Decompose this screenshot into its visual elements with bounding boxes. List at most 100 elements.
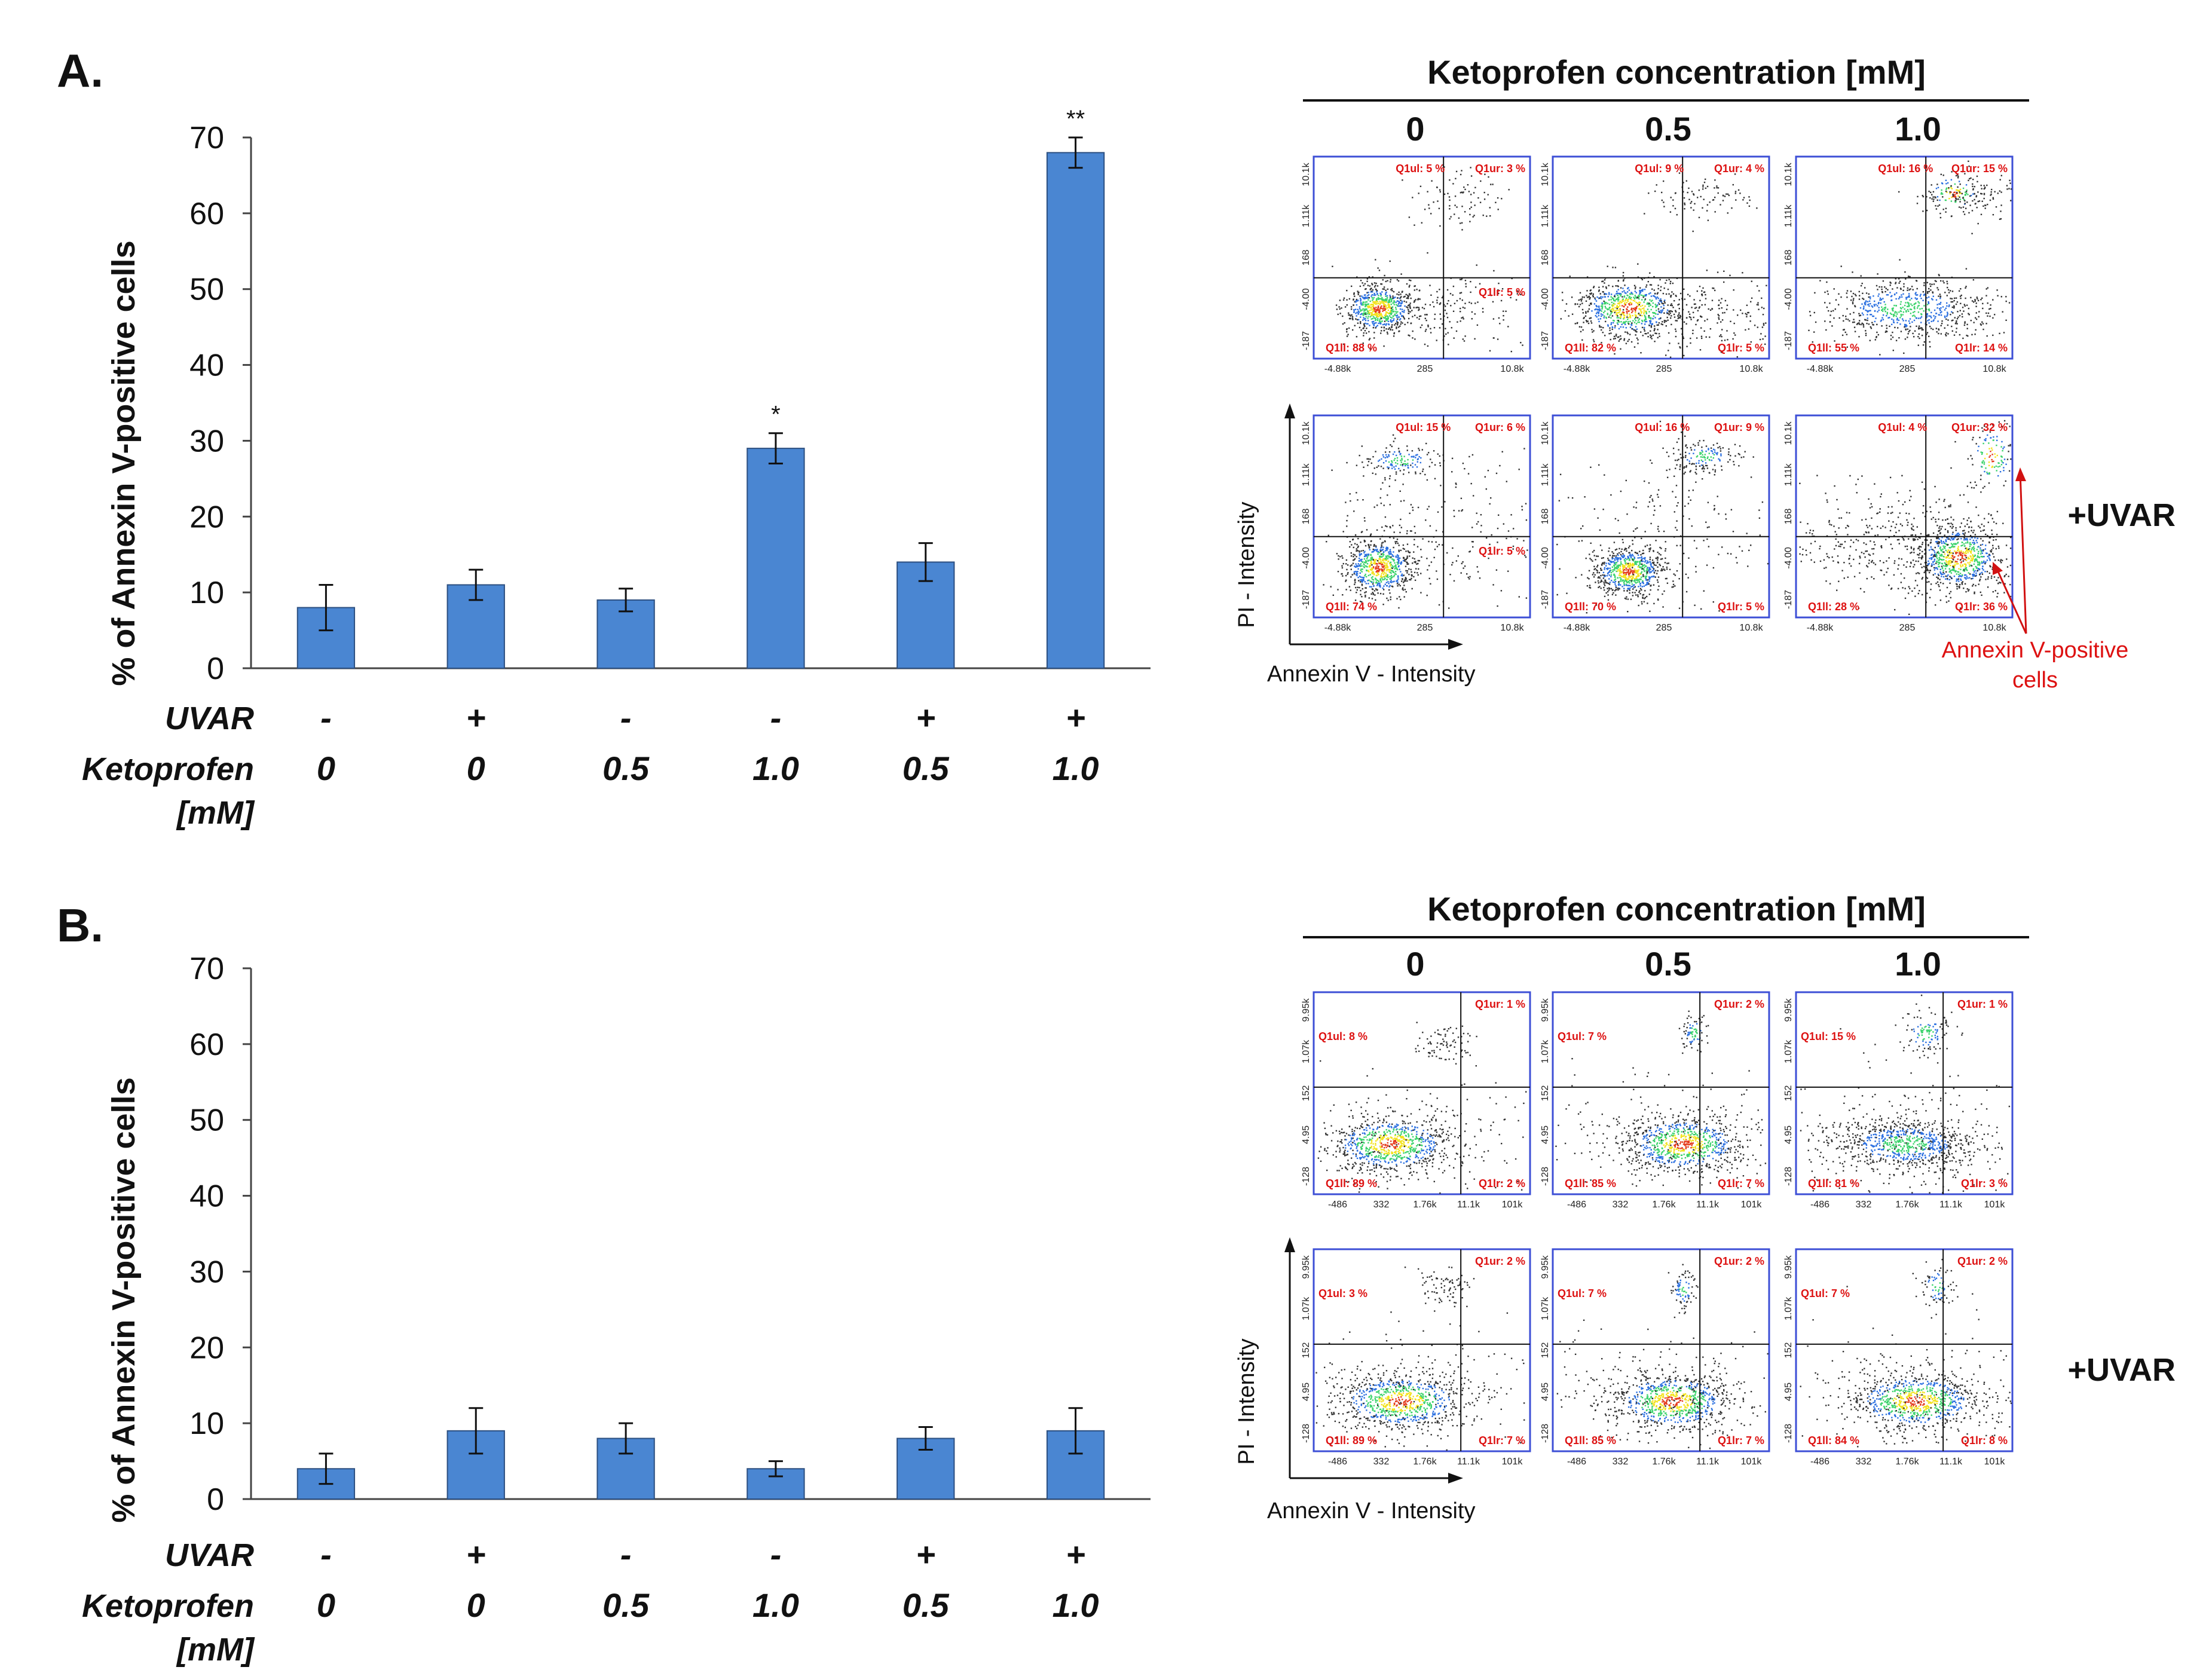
flow-event-dot xyxy=(1953,192,1955,194)
flow-event-dot xyxy=(1390,304,1392,305)
flow-event-dot xyxy=(1604,293,1605,295)
flow-event-dot xyxy=(1614,574,1616,576)
flow-event-dot xyxy=(1469,576,1471,578)
flow-event-dot xyxy=(1648,567,1651,568)
flow-event-dot xyxy=(1483,198,1486,200)
flow-event-dot xyxy=(1624,321,1626,323)
flow-event-dot xyxy=(1631,583,1633,585)
flow-event-dot xyxy=(1400,500,1402,502)
flow-event-dot xyxy=(1399,585,1401,587)
flow-event-dot xyxy=(1383,305,1385,307)
flow-event-dot xyxy=(1764,335,1766,337)
flow-event-dot xyxy=(1371,294,1373,296)
flow-event-dot xyxy=(1402,589,1405,591)
flow-event-dot xyxy=(1633,558,1635,560)
flow-event-dot xyxy=(1425,314,1428,316)
flow-event-dot xyxy=(1359,579,1362,581)
flow-event-dot xyxy=(1898,319,1900,321)
flow-event-dot xyxy=(1422,468,1424,470)
flow-event-dot xyxy=(1703,466,1705,468)
flow-event-dot xyxy=(1662,566,1664,568)
flow-event-dot xyxy=(1947,289,1950,291)
keto-condition-label: 0 xyxy=(467,1586,485,1624)
flow-event-dot xyxy=(1408,171,1409,173)
flow-event-dot xyxy=(1886,294,1888,296)
flow-event-dot xyxy=(1416,461,1418,463)
flow-event-dot xyxy=(1645,584,1647,586)
flow-event-dot xyxy=(1482,308,1484,310)
flow-event-dot xyxy=(1650,300,1652,302)
flow-event-dot xyxy=(2000,191,2002,193)
flow-event-dot xyxy=(1636,578,1638,580)
flow-event-dot xyxy=(1589,297,1591,299)
flow-event-dot xyxy=(1598,290,1600,292)
flow-event-dot xyxy=(1402,290,1403,292)
flow-event-dot xyxy=(2009,179,2011,182)
flow-event-dot xyxy=(1360,531,1363,533)
flow-event-dot xyxy=(1677,317,1679,319)
flow-event-dot xyxy=(1409,335,1411,337)
flow-event-dot xyxy=(1929,197,1931,199)
flow-event-dot xyxy=(1626,291,1629,293)
flow-event-dot xyxy=(1854,293,1856,295)
flow-event-dot xyxy=(1723,281,1725,283)
flow-event-dot xyxy=(1955,303,1957,305)
flow-event-dot xyxy=(1919,295,1921,297)
flow-event-dot xyxy=(1672,199,1674,201)
flow-event-dot xyxy=(1489,207,1491,209)
flow-event-dot xyxy=(1384,540,1386,543)
flow-event-dot xyxy=(1896,313,1898,315)
flow-event-dot xyxy=(1885,330,1887,332)
flow-event-dot xyxy=(1348,298,1351,300)
flow-event-dot xyxy=(1908,289,1910,291)
flow-event-dot xyxy=(1388,323,1390,325)
flow-event-dot xyxy=(1614,582,1616,583)
flow-event-dot xyxy=(1645,579,1647,581)
flow-event-dot xyxy=(1400,273,1402,275)
flow-event-dot xyxy=(1940,314,1942,316)
flow-event-dot xyxy=(1378,465,1379,467)
flow-event-dot xyxy=(1362,313,1364,315)
flow-event-dot xyxy=(1391,574,1393,577)
flow-event-dot xyxy=(1493,270,1495,272)
flow-event-dot xyxy=(1636,579,1638,581)
flow-event-dot xyxy=(1846,308,1848,310)
flow-event-dot xyxy=(1669,313,1671,314)
flow-event-dot xyxy=(1881,317,1883,319)
flow-event-dot xyxy=(1603,583,1605,585)
flow-event-dot xyxy=(1972,279,1975,281)
flow-event-dot xyxy=(1359,555,1361,556)
flow-event-dot xyxy=(1608,299,1610,301)
flow-event-dot xyxy=(1648,576,1650,578)
flow-event-dot xyxy=(1863,307,1865,309)
flow-event-dot xyxy=(1649,299,1651,301)
flow-event-dot xyxy=(1639,557,1641,559)
flow-event-dot xyxy=(1381,297,1383,299)
flow-event-dot xyxy=(1403,557,1405,559)
flow-event-dot xyxy=(1405,565,1407,567)
flow-event-dot xyxy=(1604,585,1606,586)
flow-event-dot xyxy=(1390,572,1392,574)
flow-event-dot xyxy=(1650,330,1651,332)
flow-event-dot xyxy=(1638,298,1640,300)
flow-event-dot xyxy=(1663,301,1665,302)
flow-event-dot xyxy=(1622,309,1624,311)
flow-event-dot xyxy=(1393,546,1394,549)
flow-event-dot xyxy=(1917,195,1919,198)
flow-event-dot xyxy=(1471,541,1473,543)
flow-event-dot xyxy=(1662,321,1663,323)
flow-event-dot xyxy=(1846,292,1847,294)
flow-event-dot xyxy=(1645,333,1647,335)
flow-event-dot xyxy=(1751,280,1752,282)
flow-event-dot xyxy=(1480,514,1482,516)
flow-event-dot xyxy=(1858,290,1860,293)
flow-event-dot xyxy=(1385,306,1387,308)
flow-event-dot xyxy=(1660,298,1662,300)
flow-event-dot xyxy=(1402,575,1403,577)
flow-event-dot xyxy=(1366,556,1369,558)
flow-event-dot xyxy=(1660,299,1662,302)
flow-event-dot xyxy=(1903,352,1905,354)
flow-event-dot xyxy=(1918,304,1920,307)
flow-event-dot xyxy=(1400,318,1402,320)
keto-condition-label: 0 xyxy=(467,750,485,787)
